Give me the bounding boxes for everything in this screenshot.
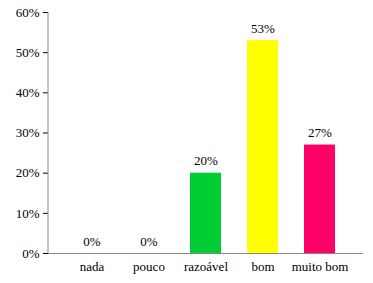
svg-text:27%: 27% (308, 125, 332, 140)
svg-text:nada: nada (80, 259, 105, 274)
svg-text:0%: 0% (140, 234, 158, 249)
svg-text:20%: 20% (16, 165, 40, 180)
svg-text:60%: 60% (16, 5, 40, 20)
svg-text:50%: 50% (16, 45, 40, 60)
svg-text:30%: 30% (16, 125, 40, 140)
svg-text:53%: 53% (251, 21, 275, 36)
svg-text:muito bom: muito bom (292, 259, 349, 274)
svg-text:0%: 0% (22, 246, 40, 261)
svg-text:20%: 20% (194, 153, 218, 168)
svg-text:40%: 40% (16, 85, 40, 100)
svg-text:10%: 10% (16, 205, 40, 220)
svg-text:bom: bom (251, 259, 274, 274)
svg-text:razoável: razoável (184, 259, 228, 274)
svg-text:pouco: pouco (133, 259, 165, 274)
svg-text:0%: 0% (83, 234, 101, 249)
